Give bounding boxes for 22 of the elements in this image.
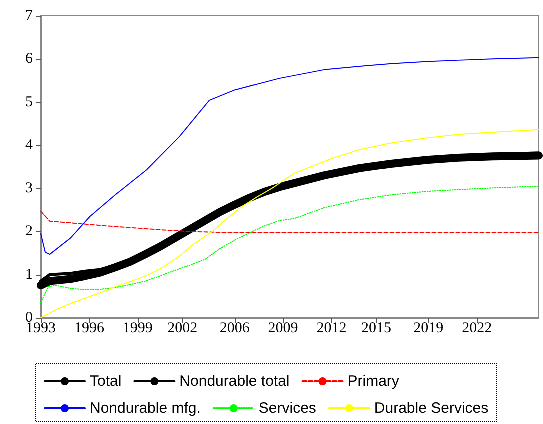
- legend-label: Nondurable mfg.: [90, 400, 201, 417]
- x-tick-label: 2012: [316, 320, 347, 336]
- x-tick-label: 2009: [268, 320, 298, 336]
- x-tick-label: 1996: [74, 320, 105, 336]
- y-tick-label: 7: [26, 8, 34, 24]
- x-tick-label: 2006: [220, 320, 250, 336]
- x-tick-label: 2022: [462, 320, 492, 336]
- legend-label: Nondurable total: [180, 373, 290, 390]
- y-tick-label: 6: [26, 51, 34, 68]
- y-tick-label: 2: [26, 224, 33, 240]
- legend-label: Durable Services: [374, 400, 489, 417]
- legend-label: Primary: [348, 373, 400, 390]
- y-tick-label: 4: [26, 137, 34, 154]
- y-tick-label: 1: [26, 266, 33, 283]
- x-tick-label: 1999: [122, 320, 153, 336]
- x-tick-label: 2002: [168, 320, 198, 336]
- y-tick-label: 3: [26, 180, 33, 197]
- legend-label: Services: [258, 400, 316, 417]
- x-tick-label: 2019: [414, 320, 444, 336]
- x-tick-label: 2015: [361, 320, 392, 336]
- legend-label: Total: [90, 373, 122, 390]
- y-tick-label: 5: [26, 94, 33, 110]
